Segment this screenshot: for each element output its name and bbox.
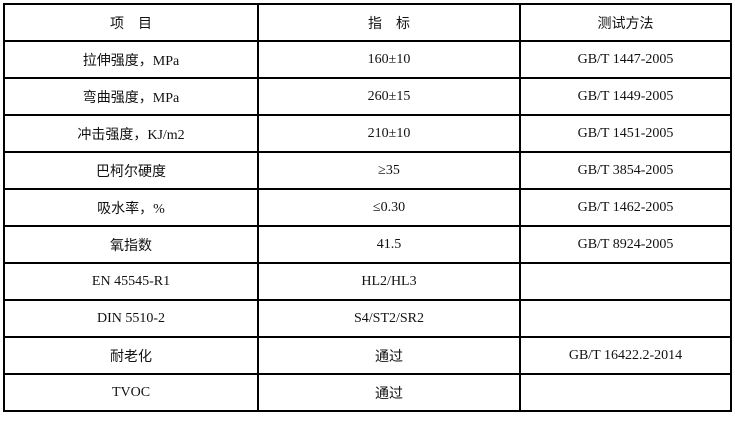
cell-item: 巴柯尔硬度 [3,151,259,190]
cell-spec: S4/ST2/SR2 [257,299,521,338]
cell-spec: 通过 [257,373,521,412]
cell-item: TVOC [3,373,259,412]
cell-item: 耐老化 [3,336,259,375]
cell-item: 冲击强度，KJ/m2 [3,114,259,153]
cell-item: DIN 5510-2 [3,299,259,338]
table-row: 巴柯尔硬度 ≥35 GB/T 3854-2005 [3,151,732,190]
cell-spec: 260±15 [257,77,521,116]
table-row: 弯曲强度，MPa 260±15 GB/T 1449-2005 [3,77,732,116]
table-row: DIN 5510-2 S4/ST2/SR2 [3,299,732,338]
header-item: 项 目 [3,3,259,42]
table-row: 氧指数 41.5 GB/T 8924-2005 [3,225,732,264]
cell-method: GB/T 1449-2005 [519,77,732,116]
table-row: EN 45545-R1 HL2/HL3 [3,262,732,301]
cell-item: 拉伸强度，MPa [3,40,259,79]
cell-spec: ≤0.30 [257,188,521,227]
header-spec: 指 标 [257,3,521,42]
table-header-row: 项 目 指 标 测试方法 [3,3,732,42]
cell-spec: 通过 [257,336,521,375]
table-row: 冲击强度，KJ/m2 210±10 GB/T 1451-2005 [3,114,732,153]
cell-item: 吸水率，% [3,188,259,227]
cell-spec: 210±10 [257,114,521,153]
table-row: TVOC 通过 [3,373,732,412]
cell-item: EN 45545-R1 [3,262,259,301]
cell-spec: 160±10 [257,40,521,79]
table-row: 耐老化 通过 GB/T 16422.2-2014 [3,336,732,375]
header-method: 测试方法 [519,3,732,42]
table-row: 拉伸强度，MPa 160±10 GB/T 1447-2005 [3,40,732,79]
cell-spec: HL2/HL3 [257,262,521,301]
cell-item: 弯曲强度，MPa [3,77,259,116]
cell-method: GB/T 3854-2005 [519,151,732,190]
properties-table: 项 目 指 标 测试方法 拉伸强度，MPa 160±10 GB/T 1447-200… [3,3,732,412]
cell-method: GB/T 16422.2-2014 [519,336,732,375]
cell-method: GB/T 1447-2005 [519,40,732,79]
cell-method: GB/T 1462-2005 [519,188,732,227]
table-row: 吸水率，% ≤0.30 GB/T 1462-2005 [3,188,732,227]
cell-method [519,299,732,338]
cell-item: 氧指数 [3,225,259,264]
cell-method: GB/T 1451-2005 [519,114,732,153]
cell-spec: ≥35 [257,151,521,190]
cell-method [519,262,732,301]
cell-spec: 41.5 [257,225,521,264]
cell-method: GB/T 8924-2005 [519,225,732,264]
cell-method [519,373,732,412]
